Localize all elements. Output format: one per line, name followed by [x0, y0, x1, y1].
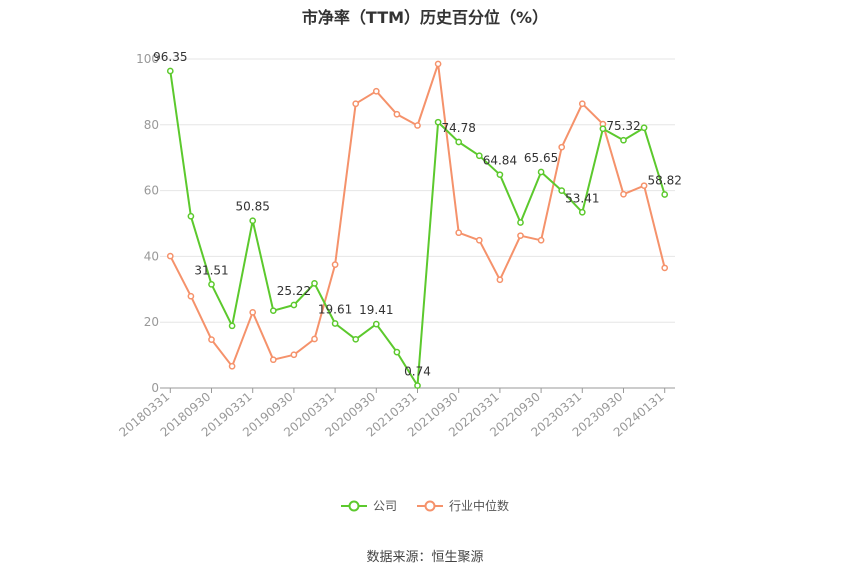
series-line-1	[169, 62, 666, 368]
legend-item-company[interactable]: 公司	[340, 497, 397, 514]
data-point	[455, 138, 463, 146]
data-label: 0.74	[404, 365, 431, 379]
data-point	[269, 307, 277, 315]
data-point	[517, 232, 524, 240]
data-point	[455, 229, 463, 237]
legend-item-industry-median[interactable]: 行业中位数	[417, 497, 509, 514]
data-point	[640, 124, 648, 132]
data-point	[517, 219, 524, 226]
data-point	[578, 208, 586, 216]
chart-title: 市净率（TTM）历史百分位（%）	[301, 8, 549, 27]
data-point	[372, 320, 380, 328]
data-label: 50.85	[236, 200, 270, 214]
data-point	[331, 320, 339, 327]
data-point	[249, 217, 257, 225]
data-label: 96.35	[153, 50, 187, 64]
data-label: 74.78	[442, 121, 476, 135]
data-point	[640, 182, 648, 190]
data-label: 75.32	[606, 119, 640, 133]
data-point	[599, 125, 607, 133]
data-point	[558, 143, 566, 151]
y-tick-label: 20	[144, 315, 159, 329]
data-label: 25.22	[277, 284, 311, 298]
data-point	[537, 236, 545, 244]
data-point	[558, 187, 566, 194]
data-point	[187, 212, 195, 220]
data-source-note: 数据来源：恒生聚源	[366, 550, 484, 565]
data-label: 31.51	[194, 263, 228, 277]
data-point	[249, 308, 257, 316]
data-label: 19.41	[359, 303, 393, 317]
series-line-0	[169, 70, 666, 387]
series-layer	[166, 60, 669, 389]
data-point	[620, 190, 627, 198]
legend-company-label: 公司	[372, 499, 397, 513]
data-point	[166, 67, 174, 75]
y-tick-label: 60	[144, 184, 159, 198]
data-point	[434, 60, 442, 68]
data-point	[269, 356, 277, 364]
data-point	[393, 110, 401, 118]
data-point	[661, 264, 669, 272]
data-label-layer: 96.35 31.51 50.85 25.22 19.61 19.41 0.74 74.78 6…	[153, 50, 682, 379]
data-point	[434, 118, 442, 126]
legend-industry-median-label: 行业中位数	[449, 499, 510, 513]
data-point	[352, 335, 360, 343]
data-point	[537, 168, 545, 176]
data-label: 19.61	[318, 302, 352, 316]
data-point	[475, 236, 483, 244]
data-point	[578, 100, 586, 108]
data-point	[311, 335, 318, 343]
data-label: 58.82	[648, 173, 682, 187]
data-point	[228, 322, 236, 330]
data-point	[393, 348, 401, 356]
data-point	[208, 336, 215, 343]
legend-industry-line-icon	[417, 500, 443, 511]
data-point	[290, 351, 298, 359]
legend: 公司 行业中位数	[0, 497, 850, 514]
data-point	[290, 301, 298, 309]
y-tick-label: 80	[144, 118, 159, 132]
data-label: 64.84	[483, 154, 517, 168]
data-point	[475, 152, 483, 160]
data-point	[187, 292, 195, 300]
data-point	[372, 87, 380, 95]
data-point	[661, 191, 669, 198]
data-point	[228, 362, 236, 370]
data-point	[414, 382, 421, 389]
data-point	[208, 280, 215, 288]
y-tick-label: 100	[136, 52, 159, 66]
data-point	[414, 122, 421, 129]
legend-company-line-icon	[340, 500, 367, 511]
data-label: 65.65	[524, 151, 558, 165]
y-tick-label: 40	[144, 249, 159, 263]
data-point	[331, 261, 339, 268]
data-point	[496, 171, 504, 179]
y-tick-label: 0	[151, 381, 159, 395]
data-point	[496, 276, 504, 284]
data-point	[620, 136, 627, 144]
data-point	[352, 100, 360, 108]
data-label: 53.41	[565, 191, 599, 205]
data-point	[311, 280, 318, 287]
data-point	[166, 252, 174, 260]
